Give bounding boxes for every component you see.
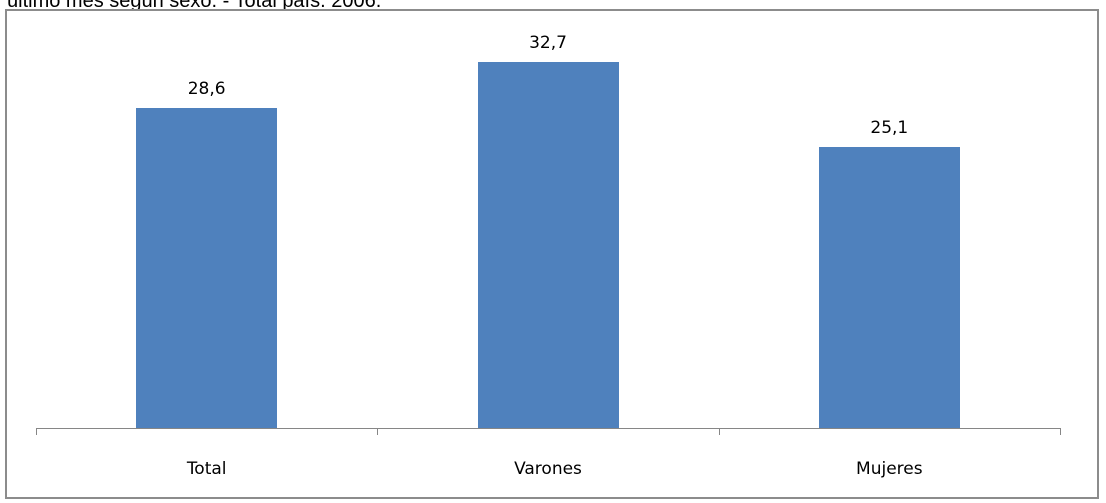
data-label-mujeres: 25,1 <box>870 118 908 138</box>
x-tick-label-total: Total <box>186 459 227 479</box>
data-label-total: 28,6 <box>188 79 226 99</box>
data-label-varones: 32,7 <box>529 33 567 53</box>
x-tick-label-mujeres: Mujeres <box>856 459 923 479</box>
labels-layer: 28,6 Total 32,7 Varones 25,1 Mujeres <box>186 33 923 479</box>
axis-layer <box>36 428 1061 435</box>
bar-mujeres <box>819 147 960 428</box>
bar-total <box>136 108 277 428</box>
bars-layer <box>136 62 960 428</box>
bar-varones <box>478 62 619 428</box>
x-tick-label-varones: Varones <box>514 459 582 479</box>
